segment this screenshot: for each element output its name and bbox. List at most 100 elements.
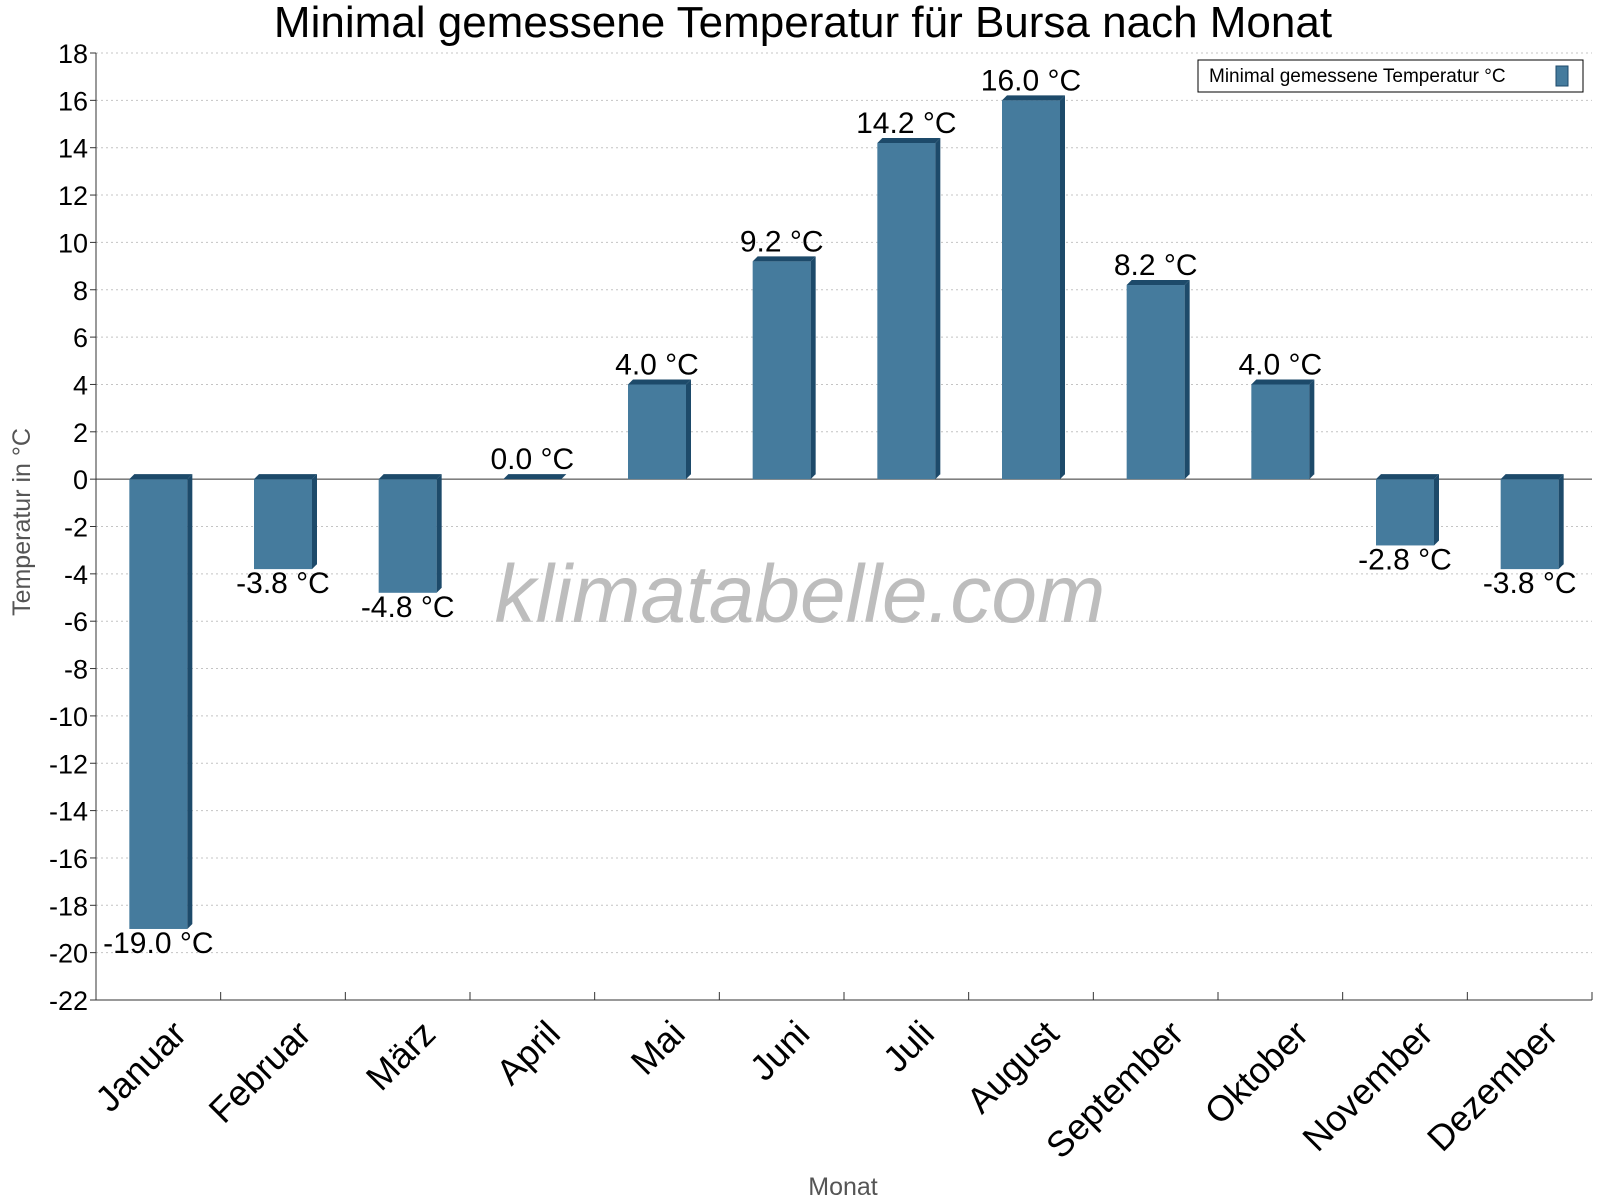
bar (254, 474, 317, 570)
x-tick-label: Mai (623, 1013, 693, 1083)
x-axis-title: Monat (808, 1173, 878, 1200)
bar-top (628, 379, 691, 385)
data-label: -4.8 °C (361, 591, 455, 624)
bar-front (1002, 100, 1060, 480)
data-label: 8.2 °C (1114, 249, 1198, 282)
bar (1376, 474, 1439, 546)
bar-front (254, 479, 312, 570)
data-label: 9.2 °C (740, 225, 824, 258)
bar-top (503, 474, 567, 480)
bar-top (254, 474, 317, 480)
x-tick-label: Dezember (1419, 1013, 1565, 1159)
bar-side (1558, 474, 1564, 570)
legend-swatch (1555, 65, 1569, 87)
legend: Minimal gemessene Temperatur °C (1197, 59, 1584, 93)
bar (1126, 280, 1190, 480)
data-label: 14.2 °C (856, 107, 956, 140)
data-label: -19.0 °C (103, 927, 213, 960)
data-label: -3.8 °C (1483, 567, 1577, 600)
chart-title: Minimal gemessene Temperatur für Bursa n… (274, 0, 1332, 47)
grid-lines (96, 52, 1592, 1001)
bar (1500, 474, 1564, 570)
bar-side (436, 474, 442, 593)
y-tick-label: 8 (73, 276, 88, 306)
y-tick-label: 12 (58, 181, 88, 211)
bar-front (378, 479, 437, 593)
bar-top (1251, 379, 1315, 385)
bar-side (1184, 280, 1190, 480)
x-tick-label: April (488, 1013, 568, 1093)
bar-front (1500, 479, 1559, 570)
data-label: 0.0 °C (490, 443, 574, 476)
y-tick-label: 0 (73, 465, 88, 495)
data-label: 4.0 °C (615, 348, 699, 381)
y-tick-label: -20 (49, 939, 88, 969)
y-tick-label: -22 (49, 986, 88, 1016)
y-tick-label: 10 (58, 228, 88, 258)
y-tick-label: -8 (64, 655, 88, 685)
x-tick-label: Juli (875, 1013, 942, 1080)
bar (503, 474, 567, 480)
y-tick-label: -14 (49, 797, 88, 827)
y-tick-label: 6 (73, 323, 88, 353)
bar-side (187, 474, 193, 929)
bar (378, 474, 442, 593)
y-tick-label: 4 (73, 370, 88, 400)
y-tick-label: 16 (58, 86, 88, 116)
bar-top (752, 256, 816, 262)
bar-front (1251, 384, 1310, 480)
x-tick-label: Oktober (1196, 1013, 1316, 1133)
bar-side (810, 256, 816, 480)
y-tick-label: -10 (49, 702, 88, 732)
y-tick-label: -4 (64, 560, 88, 590)
x-tick-label: September (1038, 1013, 1192, 1167)
x-tick-label: November (1294, 1013, 1440, 1159)
bar-top (1500, 474, 1564, 480)
y-axis-title: Temperatur in °C (8, 428, 36, 616)
bar (628, 379, 691, 480)
bar (752, 256, 816, 480)
data-label: -3.8 °C (236, 567, 330, 600)
bar-front (1376, 479, 1434, 546)
y-tick-label: -18 (49, 891, 88, 921)
bar-front (628, 384, 686, 480)
bar-top (378, 474, 442, 480)
bar-top (1126, 280, 1190, 286)
data-labels: -19.0 °C -3.8 °C -4.8 °C 0.0 °C 4.0 °C 9.2 °C… (103, 64, 1576, 960)
legend-label: Minimal gemessene Temperatur °C (1209, 66, 1506, 87)
y-tick-label: 18 (58, 39, 88, 69)
axes (90, 52, 1593, 1001)
y-tick-label: 14 (58, 134, 88, 164)
bar-top (1376, 474, 1439, 480)
bar-side (1309, 379, 1315, 480)
bar-front (1126, 285, 1185, 480)
bar-side (935, 137, 941, 480)
x-tick-label: Januar (87, 1013, 194, 1120)
bar (129, 474, 193, 929)
bar-front (752, 261, 811, 480)
bar-side (1434, 474, 1439, 546)
x-tick-label: August (958, 1013, 1066, 1121)
bar-side (1060, 95, 1065, 480)
legend-box (1197, 59, 1584, 93)
y-tick-label: -16 (49, 844, 88, 874)
bar (1002, 95, 1065, 480)
x-tick-label: März (358, 1013, 444, 1099)
data-label: 16.0 °C (981, 64, 1081, 97)
data-label: 4.0 °C (1238, 348, 1322, 381)
watermark: klimatabelle.com (495, 549, 1106, 640)
y-tick-label: -6 (64, 607, 88, 637)
y-tick-label: -2 (64, 513, 88, 543)
bar (1251, 379, 1315, 480)
y-tick-label: 2 (73, 418, 88, 448)
x-tick-label: Februar (201, 1013, 319, 1131)
bar-top (129, 474, 193, 480)
bars (129, 95, 1564, 929)
y-tick-label: -12 (49, 749, 88, 779)
bar (877, 137, 941, 480)
bar-top (877, 137, 941, 143)
bar-side (312, 474, 317, 570)
bar-top (1002, 95, 1065, 101)
data-label: -2.8 °C (1358, 543, 1452, 576)
